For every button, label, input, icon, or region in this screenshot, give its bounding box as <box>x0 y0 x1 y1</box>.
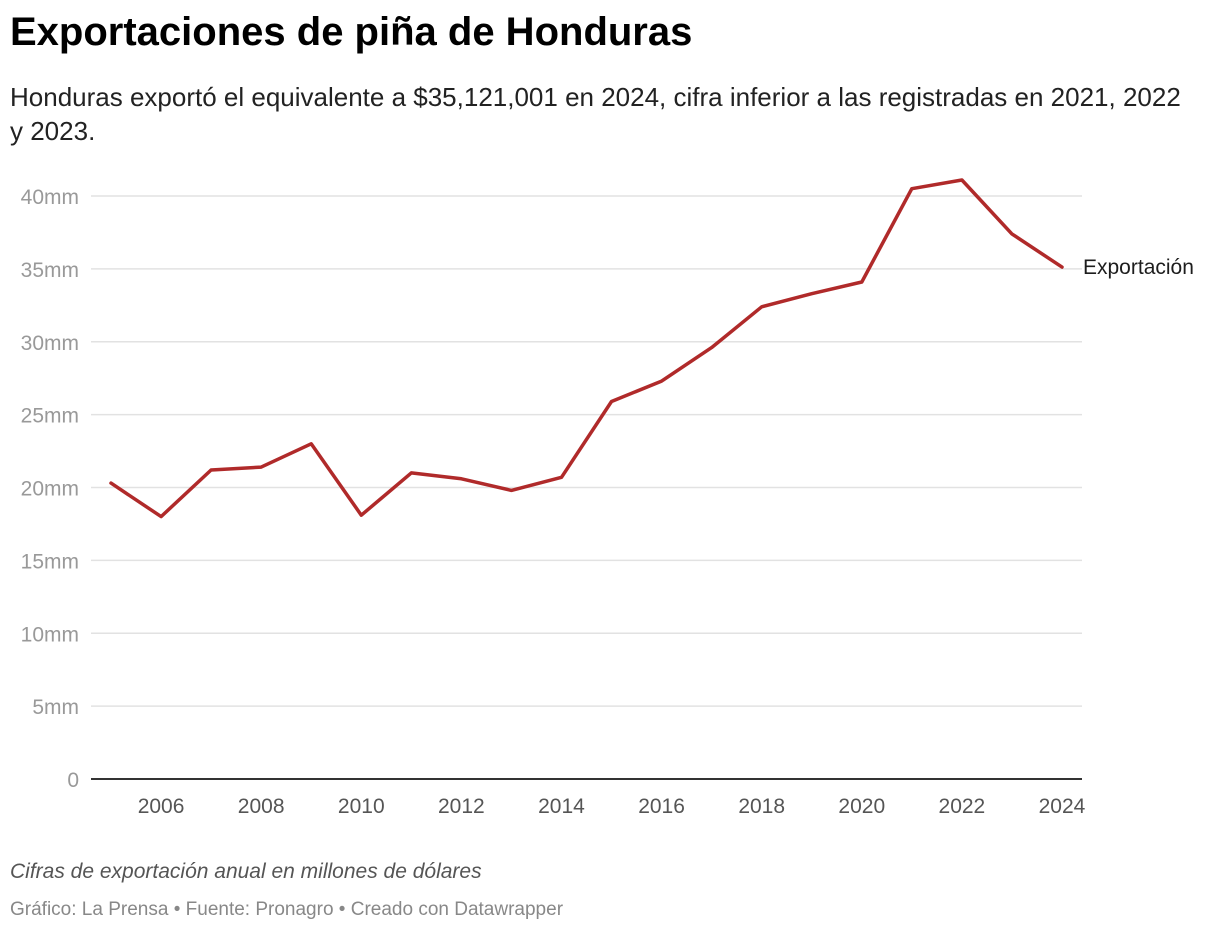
y-tick-label-0: 0 <box>67 769 79 792</box>
series-line-0 <box>109 178 1064 519</box>
x-tick-label-2022: 2022 <box>939 795 986 818</box>
y-tick-label-10: 10mm <box>21 623 79 646</box>
y-tick-label-15: 15mm <box>21 550 79 573</box>
y-tick-label-20: 20mm <box>21 478 79 501</box>
x-tick-label-2014: 2014 <box>538 795 585 818</box>
x-tick-label-2010: 2010 <box>338 795 385 818</box>
credit-tool: Creado con Datawrapper <box>350 899 564 920</box>
x-tick-label-2016: 2016 <box>638 795 685 818</box>
separator-2: • <box>333 899 351 920</box>
credit-source: Fuente: Pronagro <box>185 899 334 920</box>
y-tick-label-35: 35mm <box>21 259 79 282</box>
chart-title: Exportaciones de piña de Honduras <box>10 10 693 54</box>
series-label-0: Exportación <box>1083 256 1194 279</box>
x-tick-label-2008: 2008 <box>238 795 285 818</box>
x-tick-label-2006: 2006 <box>138 795 185 818</box>
x-tick-label-2018: 2018 <box>738 795 785 818</box>
chart-subtitle: Honduras exportó el equivalente a $35,12… <box>10 82 1181 146</box>
x-tick-label-2020: 2020 <box>838 795 885 818</box>
y-tick-label-25: 25mm <box>21 405 79 428</box>
separator-1: • <box>168 899 186 920</box>
chart-notes: Cifras de exportación anual en millones … <box>10 860 482 883</box>
y-tick-label-40: 40mm <box>21 186 79 209</box>
x-tick-label-2012: 2012 <box>438 795 485 818</box>
x-tick-label-2024: 2024 <box>1039 795 1086 818</box>
credit-graphic: Gráfico: La Prensa <box>10 899 169 920</box>
y-tick-label-30: 30mm <box>21 332 79 355</box>
chart-byline: Gráfico: La Prensa • Fuente: Pronagro • … <box>10 899 563 921</box>
y-tick-label-5: 5mm <box>32 696 79 719</box>
